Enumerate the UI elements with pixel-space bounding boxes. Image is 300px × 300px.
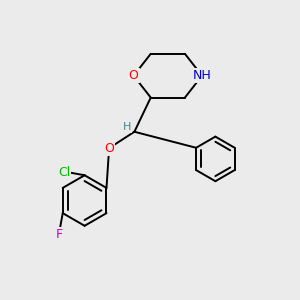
Text: O: O: [104, 142, 114, 154]
Text: Cl: Cl: [58, 166, 70, 179]
Text: F: F: [56, 228, 63, 242]
Text: O: O: [129, 69, 139, 82]
Text: H: H: [123, 122, 131, 132]
Text: NH: NH: [193, 69, 211, 82]
